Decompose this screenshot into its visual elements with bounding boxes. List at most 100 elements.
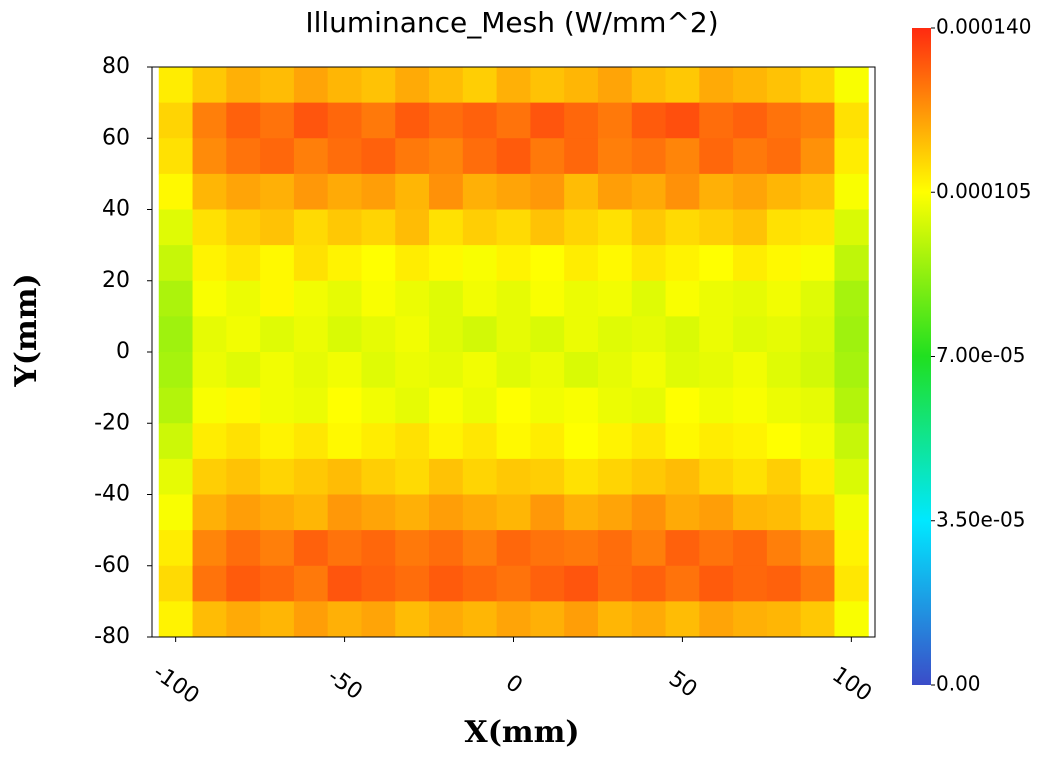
heatmap-cell <box>733 245 768 282</box>
heatmap-cell <box>597 245 633 282</box>
heatmap-cell <box>564 316 599 353</box>
y-tick-label: 60 <box>102 125 130 150</box>
heatmap-cell <box>361 209 396 246</box>
heatmap-cell <box>699 316 734 353</box>
heatmap-cell <box>733 138 768 175</box>
y-tick-label: 20 <box>102 268 130 293</box>
heatmap-cell <box>226 565 261 602</box>
heatmap-cell <box>226 209 261 246</box>
heatmap-cell <box>260 209 295 246</box>
heatmap-cell <box>327 245 362 282</box>
heatmap-cell <box>192 352 227 389</box>
heatmap-cell <box>260 494 295 531</box>
heatmap-cell <box>631 423 667 460</box>
heatmap-cell <box>395 494 430 531</box>
heatmap-cell <box>327 102 362 139</box>
heatmap-cell <box>733 565 768 602</box>
heatmap-cell <box>597 138 633 175</box>
heatmap-cell <box>631 280 667 317</box>
heatmap-cell <box>158 458 194 495</box>
heatmap-cell <box>192 67 227 104</box>
heatmap-cell <box>597 565 633 602</box>
x-tick-label: -50 <box>323 664 367 705</box>
heatmap-cell <box>293 316 329 353</box>
heatmap-cell <box>766 102 802 139</box>
heatmap-cell <box>293 245 329 282</box>
heatmap-cell <box>699 352 734 389</box>
heatmap-cell <box>699 138 734 175</box>
heatmap-cell <box>361 67 396 104</box>
heatmap-cell <box>226 387 261 424</box>
heatmap-cell <box>800 245 835 282</box>
heatmap-cell <box>462 352 498 389</box>
heatmap-cell <box>260 102 295 139</box>
heatmap-cell <box>192 458 227 495</box>
heatmap-cell <box>733 352 768 389</box>
heatmap-cell <box>361 494 396 531</box>
heatmap-cell <box>158 102 194 139</box>
heatmap-cell <box>226 280 261 317</box>
heatmap-cell <box>699 280 734 317</box>
heatmap-cell <box>597 316 633 353</box>
heatmap-cell <box>631 245 667 282</box>
colorbar <box>912 28 931 685</box>
heatmap-cell <box>226 173 261 210</box>
heatmap-cell <box>293 565 329 602</box>
heatmap-cell <box>631 601 667 638</box>
heatmap-cell <box>327 530 362 567</box>
heatmap-cell <box>496 565 531 602</box>
heatmap-cell <box>496 245 531 282</box>
heatmap-cell <box>361 280 396 317</box>
heatmap-cell <box>226 601 261 638</box>
heatmap-cell <box>293 67 329 104</box>
heatmap-cell <box>327 601 362 638</box>
heatmap-cell <box>158 316 194 353</box>
heatmap-cell <box>158 138 194 175</box>
heatmap-cell <box>631 138 667 175</box>
heatmap-cell <box>158 209 194 246</box>
heatmap-cell <box>260 530 295 567</box>
heatmap-cell <box>800 316 835 353</box>
heatmap-cell <box>665 352 700 389</box>
heatmap-cell <box>260 316 295 353</box>
heatmap-cell <box>192 138 227 175</box>
heatmap-cell <box>834 209 869 246</box>
heatmap-cell <box>361 423 396 460</box>
heatmap-cell <box>192 316 227 353</box>
heatmap-cell <box>429 138 464 175</box>
heatmap-cell <box>429 280 464 317</box>
heatmap-cell <box>766 67 802 104</box>
heatmap-cell <box>834 423 869 460</box>
heatmap-cell <box>631 352 667 389</box>
heatmap-cell <box>800 458 835 495</box>
heatmap-cell <box>462 102 498 139</box>
heatmap-cell <box>597 530 633 567</box>
x-tick-label: 100 <box>827 662 876 707</box>
heatmap-cell <box>327 387 362 424</box>
heatmap-cell <box>733 387 768 424</box>
y-axis-label: Y(mm) <box>9 273 44 387</box>
heatmap-cell <box>429 494 464 531</box>
heatmap-cell <box>530 387 565 424</box>
heatmap-cell <box>429 530 464 567</box>
heatmap-cell <box>834 494 869 531</box>
heatmap-cell <box>429 102 464 139</box>
heatmap-cell <box>327 280 362 317</box>
heatmap-cell <box>834 67 869 104</box>
heatmap-cell <box>699 209 734 246</box>
heatmap-cell <box>733 173 768 210</box>
heatmap-cell <box>429 352 464 389</box>
heatmap-cell <box>293 387 329 424</box>
heatmap-cell <box>361 352 396 389</box>
heatmap-cell <box>800 494 835 531</box>
heatmap-cell <box>597 387 633 424</box>
heatmap-cell <box>665 280 700 317</box>
heatmap-cell <box>631 209 667 246</box>
heatmap-cell <box>597 352 633 389</box>
heatmap-cell <box>530 352 565 389</box>
heatmap-cell <box>395 280 430 317</box>
heatmap-cell <box>800 280 835 317</box>
y-tick-label: 0 <box>116 339 130 364</box>
heatmap-cell <box>800 387 835 424</box>
